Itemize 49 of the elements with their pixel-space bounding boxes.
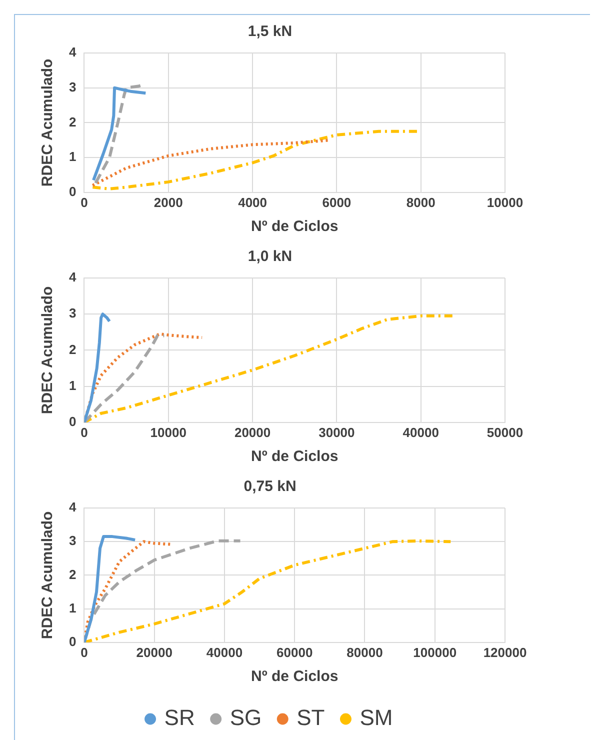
legend-label: SR [164, 705, 195, 730]
line-series [84, 334, 166, 422]
x-axis-title: Nº de Ciclos [251, 218, 338, 236]
x-tick-label: 6000 [322, 194, 352, 210]
x-tick-label: 10000 [486, 194, 524, 210]
y-tick-label: 3 [68, 79, 76, 94]
y-tick-label: 0 [68, 634, 76, 649]
y-axis-title: RDEC Acumulado [39, 286, 56, 414]
y-tick-label: 3 [68, 533, 76, 548]
y-tick-label: 2 [68, 114, 76, 130]
x-axis-title: Nº de Ciclos [251, 448, 338, 466]
chart-title: 1,0 kN [248, 248, 292, 266]
y-axis-title: RDEC Acumulado [39, 511, 56, 640]
x-tick-label: 0 [80, 644, 88, 660]
x-tick-label: 40000 [402, 424, 439, 440]
x-tick-label: 80000 [346, 644, 383, 660]
y-tick-label: 4 [68, 44, 77, 60]
y-tick-label: 3 [68, 306, 76, 321]
x-tick-label: 120000 [483, 644, 527, 660]
legend-label: ST [296, 705, 325, 730]
x-tick-label: 30000 [318, 424, 355, 440]
line-series [84, 539, 452, 642]
x-tick-label: 20000 [136, 644, 172, 660]
x-tick-label: 20000 [234, 424, 271, 440]
y-tick-label: 2 [68, 342, 76, 357]
x-tick-label: 40000 [206, 644, 243, 660]
x-tick-label: 4000 [238, 194, 267, 210]
x-axis-title: Nº de Ciclos [251, 668, 338, 686]
x-tick-label: 50000 [486, 424, 524, 440]
x-tick-label: 0 [80, 424, 88, 440]
x-tick-label: 8000 [406, 194, 436, 210]
x-tick-label: 10000 [150, 424, 186, 440]
legend-label: SM [360, 705, 393, 730]
y-tick-label: 1 [68, 149, 76, 164]
y-tick-label: 0 [68, 414, 76, 429]
y-tick-label: 2 [68, 566, 76, 582]
x-tick-label: 0 [80, 194, 88, 210]
x-tick-label: 100000 [413, 644, 457, 660]
y-axis-title: RDEC Acumulado [39, 58, 56, 187]
chart-title: 0,75 kN [244, 478, 296, 496]
y-tick-label: 1 [68, 600, 76, 616]
legend-label: SG [230, 705, 262, 730]
y-tick-label: 4 [68, 270, 77, 285]
y-tick-label: 4 [68, 500, 77, 515]
chart-title: 1,5 kN [248, 23, 292, 40]
y-tick-label: 1 [68, 378, 76, 393]
y-tick-label: 0 [68, 184, 76, 199]
x-tick-label: 2000 [154, 194, 183, 210]
x-tick-label: 60000 [276, 644, 313, 660]
